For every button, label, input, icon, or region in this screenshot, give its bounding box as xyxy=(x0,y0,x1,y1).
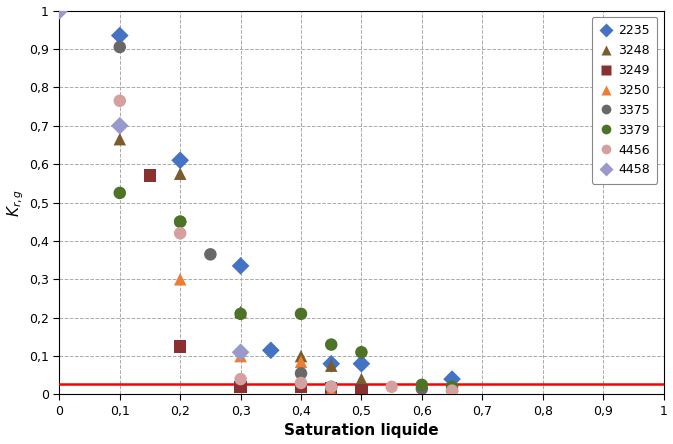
3249 xyxy=(295,383,306,390)
3375 xyxy=(417,385,427,392)
4458 xyxy=(235,349,246,356)
4456 xyxy=(386,383,397,390)
3379 xyxy=(114,189,125,196)
3250 xyxy=(175,276,186,283)
2235 xyxy=(265,347,276,354)
3379 xyxy=(235,310,246,317)
3379 xyxy=(417,381,427,388)
4458 xyxy=(54,7,65,14)
3250 xyxy=(447,387,458,394)
X-axis label: Saturation liquide: Saturation liquide xyxy=(284,424,439,438)
3248 xyxy=(114,135,125,143)
2235 xyxy=(447,376,458,383)
2235 xyxy=(356,360,367,367)
2235 xyxy=(175,157,186,164)
3249 xyxy=(356,387,367,394)
4458 xyxy=(114,122,125,129)
3379 xyxy=(326,341,336,348)
3248 xyxy=(326,362,336,369)
3248 xyxy=(175,170,186,177)
3375 xyxy=(295,370,306,377)
3375 xyxy=(326,383,336,390)
2235 xyxy=(54,7,65,14)
2235 xyxy=(326,360,336,367)
3375 xyxy=(114,44,125,51)
3379 xyxy=(447,383,458,390)
2235 xyxy=(114,32,125,39)
2235 xyxy=(235,262,246,270)
3248 xyxy=(447,387,458,394)
4456 xyxy=(175,230,186,237)
3379 xyxy=(356,349,367,356)
Y-axis label: $K_{r,g}$: $K_{r,g}$ xyxy=(5,188,26,217)
Legend: 2235, 3248, 3249, 3250, 3375, 3379, 4456, 4458: 2235, 3248, 3249, 3250, 3375, 3379, 4456… xyxy=(592,17,658,184)
3250 xyxy=(295,358,306,365)
3375 xyxy=(175,218,186,225)
3249 xyxy=(235,383,246,390)
3250 xyxy=(326,387,336,394)
3249 xyxy=(145,172,155,179)
3248 xyxy=(356,376,367,383)
3249 xyxy=(326,385,336,392)
4456 xyxy=(295,380,306,387)
3379 xyxy=(295,310,306,317)
3248 xyxy=(295,353,306,360)
3379 xyxy=(175,218,186,225)
4456 xyxy=(114,97,125,104)
4456 xyxy=(235,376,246,383)
4456 xyxy=(326,383,336,390)
3249 xyxy=(175,343,186,350)
4456 xyxy=(447,387,458,394)
3375 xyxy=(447,387,458,394)
3250 xyxy=(235,353,246,360)
3248 xyxy=(235,309,246,316)
3375 xyxy=(205,251,216,258)
